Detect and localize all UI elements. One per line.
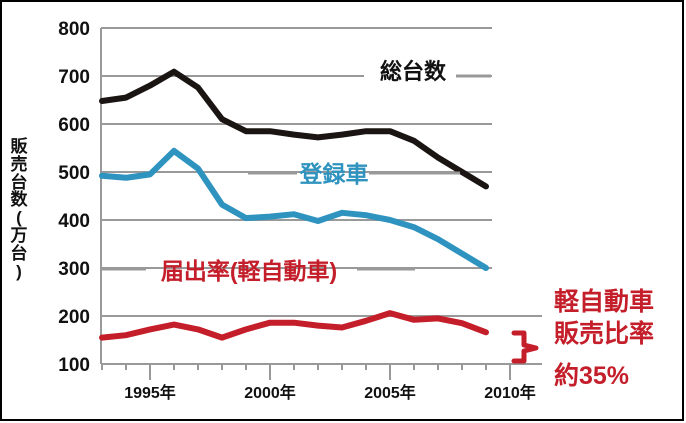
svg-text:2005年: 2005年 [364, 383, 416, 402]
svg-text:(: ( [16, 208, 22, 227]
svg-text:台: 台 [11, 172, 28, 192]
svg-text:300: 300 [58, 259, 90, 280]
svg-text:700: 700 [58, 67, 90, 88]
svg-text:約35%: 約35% [554, 361, 629, 390]
svg-text:): ) [16, 262, 22, 281]
svg-text:1995年: 1995年 [124, 383, 176, 402]
svg-text:販: 販 [11, 136, 29, 156]
svg-text:届出率(軽自動車): 届出率(軽自動車) [161, 258, 337, 284]
svg-text:軽自動車: 軽自動車 [554, 288, 654, 316]
svg-text:台: 台 [11, 243, 28, 263]
svg-text:200: 200 [58, 307, 90, 328]
svg-text:600: 600 [58, 115, 90, 136]
svg-text:400: 400 [58, 211, 90, 232]
svg-text:万: 万 [10, 226, 28, 245]
svg-text:数: 数 [11, 189, 29, 209]
svg-text:100: 100 [58, 355, 90, 376]
svg-text:2000年: 2000年 [244, 383, 296, 402]
svg-text:500: 500 [58, 163, 90, 184]
svg-text:販売比率: 販売比率 [554, 319, 654, 348]
svg-text:総台数: 総台数 [380, 59, 447, 84]
svg-text:売: 売 [11, 154, 28, 174]
svg-text:登録車: 登録車 [299, 161, 369, 187]
svg-text:800: 800 [58, 19, 90, 40]
svg-text:2010年: 2010年 [484, 383, 536, 402]
